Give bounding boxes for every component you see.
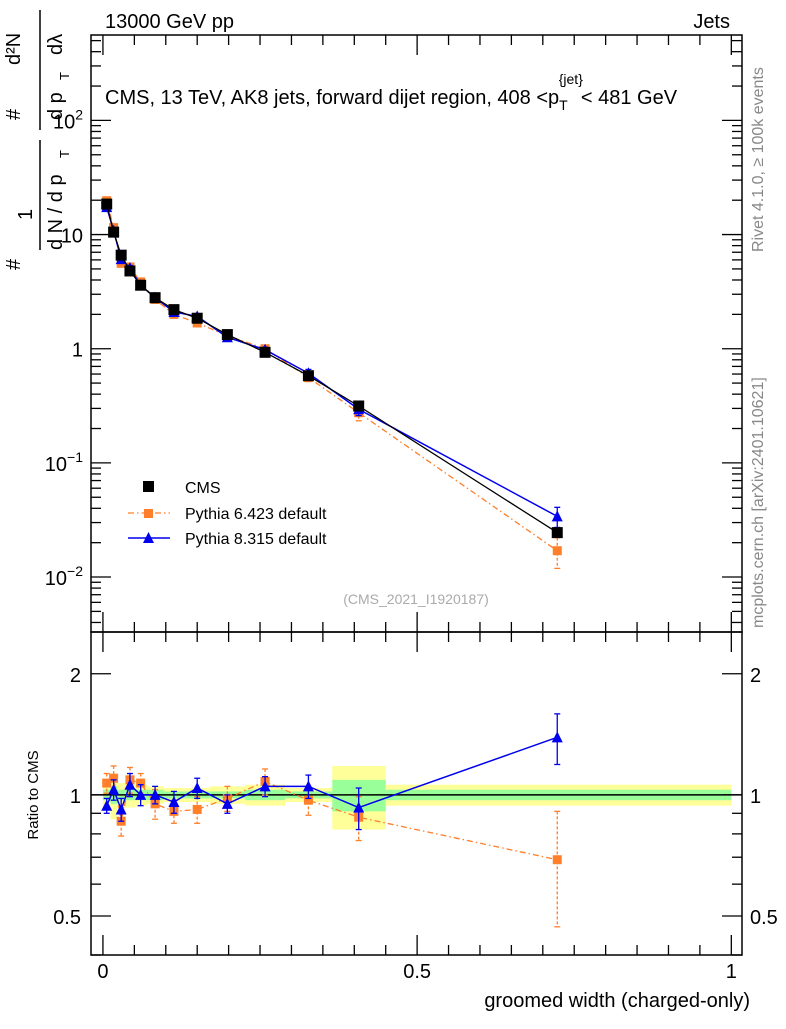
ratio-y-tick-label-right: 0.5 bbox=[750, 907, 778, 929]
main-y-tick-label: 10 bbox=[61, 226, 83, 248]
ratio-point-py8 bbox=[108, 783, 120, 795]
x-tick-label: 0.5 bbox=[403, 961, 431, 983]
ratio-y-tick-label: 2 bbox=[70, 665, 81, 687]
ratio-y-tick-label: 0.5 bbox=[53, 907, 81, 929]
tick-base: 10 bbox=[61, 226, 83, 248]
ratio-point-py8 bbox=[302, 780, 314, 792]
ratio-point-py8 bbox=[149, 788, 161, 800]
ylabel-hash1: # bbox=[3, 258, 25, 270]
ylabel-lambda: dλ bbox=[45, 34, 67, 55]
ylabel-num2: d²N bbox=[3, 33, 25, 65]
ylabel-den2: d p bbox=[45, 92, 67, 120]
legend: CMS Pythia 6.423 default Pythia 8.315 de… bbox=[128, 480, 327, 548]
ylabel-T2: T bbox=[57, 72, 72, 80]
ylabel-den1: d N / d p bbox=[45, 174, 67, 250]
y-axis-label: # 1 d N / d p T # d²N d p T dλ bbox=[3, 10, 72, 270]
tick-exponent: −1 bbox=[67, 449, 83, 465]
main-point-cms bbox=[149, 292, 161, 304]
tick-exponent: 2 bbox=[75, 106, 83, 122]
x-axis-label: groomed width (charged-only) bbox=[484, 990, 750, 1012]
main-point-cms bbox=[135, 279, 147, 291]
ylabel-hash2: # bbox=[3, 108, 25, 120]
ratio-point-py8 bbox=[551, 731, 563, 743]
main-y-tick-label: 10−2 bbox=[45, 563, 83, 590]
legend-label-cms: CMS bbox=[185, 480, 221, 497]
tick-base: 10 bbox=[53, 111, 75, 133]
title-tail: < 481 GeV bbox=[581, 87, 678, 109]
main-point-cms bbox=[168, 304, 180, 316]
main-line-py8 bbox=[105, 206, 558, 518]
main-point-cms bbox=[302, 370, 314, 382]
ratio-point-py8 bbox=[221, 797, 233, 809]
ratio-point-py8 bbox=[168, 796, 180, 808]
main-line-py6 bbox=[106, 200, 558, 552]
main-point-cms bbox=[108, 226, 120, 238]
ratio-y-tick-label: 1 bbox=[70, 786, 81, 808]
main-point-py8 bbox=[551, 510, 563, 522]
main-point-cms bbox=[221, 329, 233, 341]
ratio-point-py6 bbox=[109, 773, 119, 783]
ratio-y-label: Ratio to CMS bbox=[25, 750, 42, 839]
ratio-point-py6 bbox=[102, 778, 112, 788]
watermark: (CMS_2021_I1920187) bbox=[343, 591, 489, 607]
ratio-point-py8 bbox=[135, 788, 147, 800]
tick-base: 1 bbox=[72, 340, 83, 362]
ratio-y-tick-label-right: 2 bbox=[750, 665, 761, 687]
ratio-point-py8 bbox=[259, 780, 271, 792]
main-point-cms bbox=[353, 400, 365, 412]
ratio-point-py8 bbox=[115, 803, 127, 815]
legend-marker-py6 bbox=[144, 509, 153, 518]
legend-marker-py8 bbox=[143, 532, 154, 543]
main-point-cms bbox=[101, 198, 113, 210]
x-tick-label: 0 bbox=[97, 961, 108, 983]
main-point-cms bbox=[551, 527, 563, 539]
main-y-tick-label: 102 bbox=[53, 106, 83, 133]
ratio-point-py8 bbox=[101, 799, 113, 811]
ylabel-T1: T bbox=[57, 150, 72, 158]
main-point-py6 bbox=[552, 546, 562, 556]
tick-base: 10 bbox=[45, 454, 67, 476]
ratio-point-py6 bbox=[192, 804, 202, 814]
main-line-cms bbox=[106, 203, 558, 534]
main-y-tick-label: 1 bbox=[72, 340, 83, 362]
ylabel-num1: 1 bbox=[15, 209, 37, 220]
legend-label-py6: Pythia 6.423 default bbox=[185, 506, 327, 523]
ratio-point-py8 bbox=[191, 782, 203, 794]
legend-label-py8: Pythia 8.315 default bbox=[185, 531, 327, 548]
main-point-cms bbox=[259, 346, 271, 358]
plot-title: CMS, 13 TeV, AK8 jets, forward dijet reg… bbox=[105, 71, 678, 113]
ratio-point-py6 bbox=[136, 778, 146, 788]
ratio-point-py8 bbox=[353, 801, 365, 813]
legend-marker-cms bbox=[143, 481, 154, 492]
header-right: Jets bbox=[693, 11, 730, 33]
ratio-point-py8 bbox=[124, 778, 136, 790]
main-y-tick-label: 10−1 bbox=[45, 449, 83, 476]
tick-base: 10 bbox=[45, 568, 67, 590]
title-sub: T bbox=[559, 97, 568, 113]
main-point-cms bbox=[191, 312, 203, 324]
ratio-point-py6 bbox=[303, 795, 313, 805]
main-point-cms bbox=[124, 265, 136, 277]
x-tick-label: 1 bbox=[726, 961, 737, 983]
title-sup: {jet} bbox=[559, 71, 583, 87]
tick-exponent: −2 bbox=[67, 563, 83, 579]
title-main: CMS, 13 TeV, AK8 jets, forward dijet reg… bbox=[105, 87, 559, 109]
header-left: 13000 GeV pp bbox=[105, 11, 234, 33]
ratio-y-tick-label-right: 1 bbox=[750, 786, 761, 808]
main-point-cms bbox=[115, 249, 127, 261]
rivet-label: Rivet 4.1.0, ≥ 100k events bbox=[750, 67, 767, 252]
ratio-point-py6 bbox=[552, 855, 562, 865]
mcplots-label: mcplots.cern.ch [arXiv:2401.10621] bbox=[750, 377, 767, 628]
